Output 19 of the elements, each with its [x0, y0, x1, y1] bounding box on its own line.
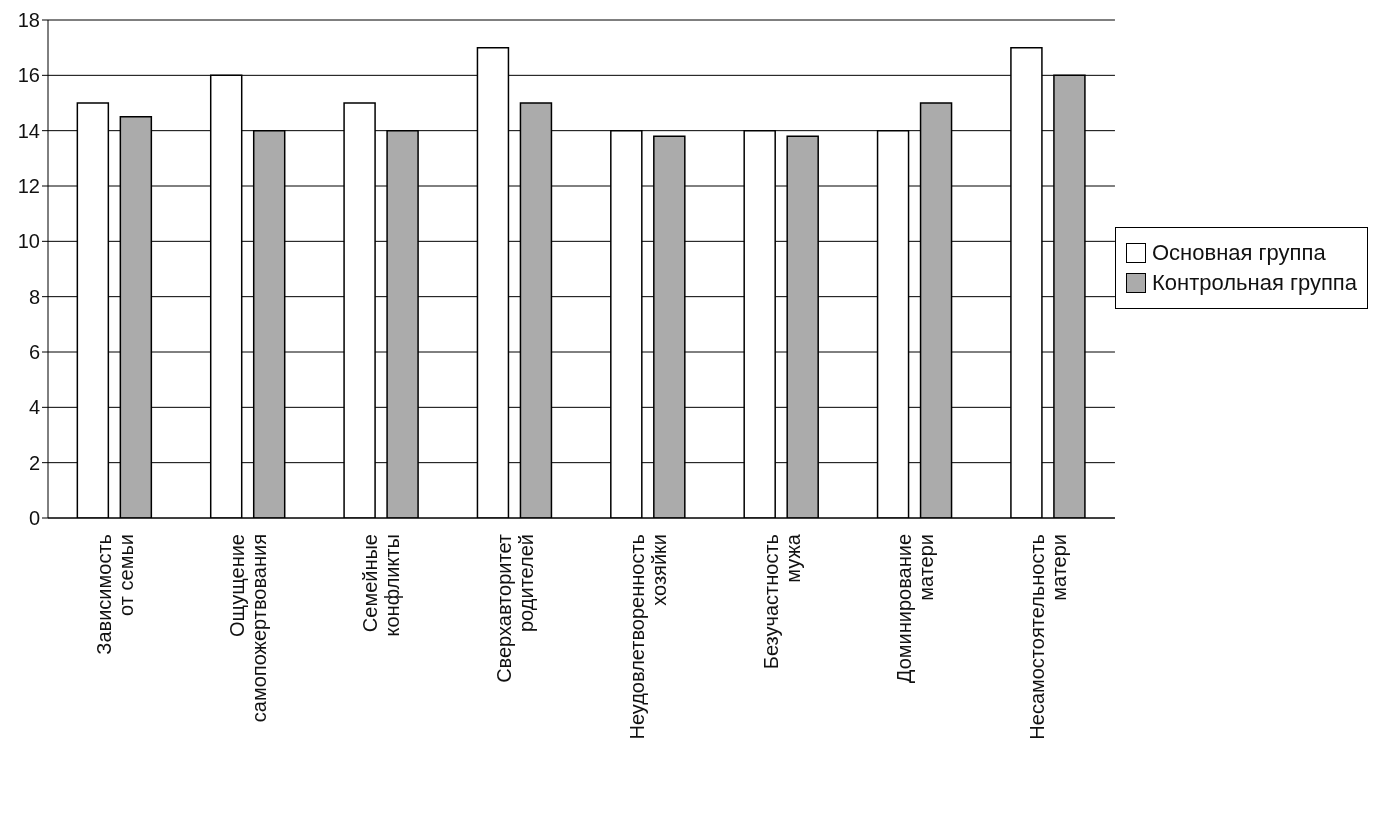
y-tick-label: 14: [17, 119, 40, 142]
x-tick-label: Семейные конфликты: [359, 534, 404, 637]
y-tick-label: 8: [28, 285, 40, 308]
x-tick-label: Зависимость от семьи: [92, 534, 137, 655]
x-tick-label: Сверхавторитет родителей: [492, 534, 537, 683]
y-tick-label: 16: [17, 64, 40, 87]
y-tick-label: 4: [28, 396, 40, 419]
y-tick-label: 18: [17, 9, 40, 32]
x-tick-label: Безучастность мужа: [759, 533, 804, 670]
x-tick-label: Неудовлетворенность хозяйки: [626, 534, 671, 740]
y-tick-label: 10: [17, 230, 40, 253]
legend-label: Контрольная группа: [1151, 270, 1357, 296]
legend-label: Основная группа: [1151, 240, 1326, 266]
y-tick-label: 6: [28, 341, 40, 364]
x-tick-label: Доминирование матери: [892, 534, 937, 684]
x-tick-label: Несамостоятельность матери: [1026, 534, 1071, 740]
y-tick-label: 2: [28, 451, 40, 474]
y-tick-label: 0: [28, 507, 40, 530]
y-tick-label: 12: [17, 175, 40, 198]
